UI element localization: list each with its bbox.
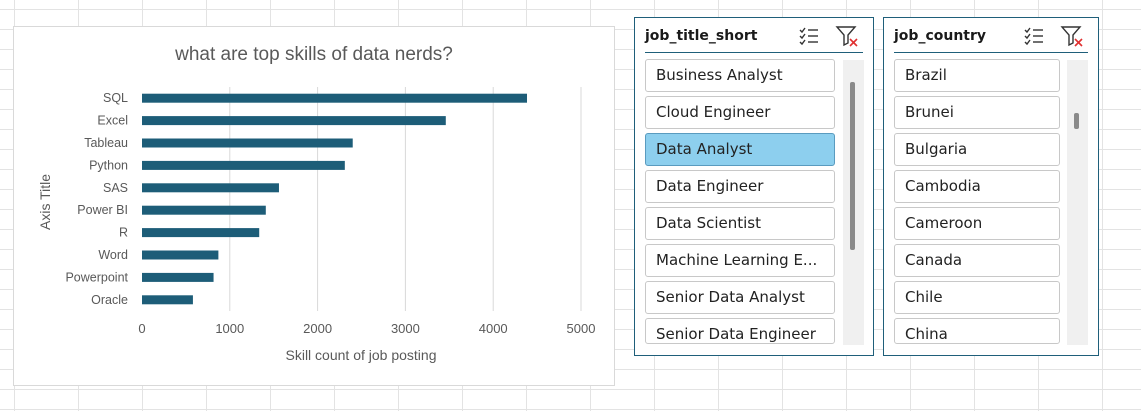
category-label: Python — [89, 158, 128, 172]
multi-select-icon[interactable] — [1022, 24, 1046, 48]
slicer-header: job_country — [894, 18, 1088, 53]
slicer-title: job_title_short — [645, 28, 758, 44]
x-tick-label: 2000 — [303, 321, 332, 336]
job-country-slicer[interactable]: job_country Brazil Brunei Bulgaria Cambo… — [883, 17, 1099, 356]
chart-title: what are top skills of data nerds? — [174, 44, 453, 65]
slicer-item-bulgaria[interactable]: Bulgaria — [894, 133, 1060, 166]
clear-filter-icon[interactable] — [835, 24, 859, 48]
slicer-item-china[interactable]: China — [894, 318, 1060, 344]
category-label: Powerpoint — [65, 270, 128, 284]
slicer-item-cameroon[interactable]: Cameroon — [894, 207, 1060, 240]
category-labels: SQL Excel Tableau Python SAS Power BI R Word Pow… — [65, 91, 128, 307]
x-tick-labels: 0 1000 2000 3000 4000 5000 — [138, 321, 595, 336]
x-axis-title: Skill count of job posting — [286, 347, 437, 363]
category-label: Excel — [97, 114, 128, 128]
slicer-items: Business Analyst Cloud Engineer Data Ana… — [645, 59, 835, 344]
category-label: Power BI — [77, 203, 128, 217]
slicer-title: job_country — [894, 28, 987, 44]
slicer-item-cloud-engineer[interactable]: Cloud Engineer — [645, 96, 835, 129]
x-tick-label: 1000 — [215, 321, 244, 336]
slicer-item-brazil[interactable]: Brazil — [894, 59, 1060, 92]
bars — [142, 93, 528, 305]
chart-area[interactable]: what are top skills of data nerds? SQL Ex… — [13, 26, 615, 386]
slicer-item-data-analyst[interactable]: Data Analyst — [645, 133, 835, 166]
slicer-scrollbar[interactable] — [843, 60, 864, 345]
y-axis-title: Axis Title — [37, 174, 53, 230]
category-label: Oracle — [91, 293, 128, 307]
slicer-item-data-scientist[interactable]: Data Scientist — [645, 207, 835, 240]
slicer-item-canada[interactable]: Canada — [894, 244, 1060, 277]
bar[interactable] — [142, 228, 260, 238]
bar[interactable] — [142, 116, 446, 126]
x-tick-label: 5000 — [567, 321, 596, 336]
bar-chart: what are top skills of data nerds? SQL Ex… — [37, 44, 595, 363]
category-label: SAS — [103, 181, 128, 195]
category-label: R — [119, 226, 128, 240]
clear-filter-icon[interactable] — [1060, 24, 1084, 48]
slicer-item-business-analyst[interactable]: Business Analyst — [645, 59, 835, 92]
slicer-item-cambodia[interactable]: Cambodia — [894, 170, 1060, 203]
scroll-thumb[interactable] — [850, 82, 855, 250]
x-tick-label: 3000 — [391, 321, 420, 336]
bar[interactable] — [142, 138, 353, 148]
bar[interactable] — [142, 205, 266, 215]
slicer-item-machine-learning-engineer[interactable]: Machine Learning E... — [645, 244, 835, 277]
bar[interactable] — [142, 250, 219, 260]
bar[interactable] — [142, 183, 279, 193]
bar[interactable] — [142, 295, 193, 305]
slicer-item-brunei[interactable]: Brunei — [894, 96, 1060, 129]
scroll-thumb[interactable] — [1074, 113, 1079, 129]
slicer-item-senior-data-analyst[interactable]: Senior Data Analyst — [645, 281, 835, 314]
slicer-header: job_title_short — [645, 18, 863, 53]
slicer-item-senior-data-engineer[interactable]: Senior Data Engineer — [645, 318, 835, 344]
bar[interactable] — [142, 93, 528, 103]
category-label: SQL — [103, 91, 128, 105]
x-tick-label: 4000 — [479, 321, 508, 336]
slicer-items: Brazil Brunei Bulgaria Cambodia Cameroon… — [894, 59, 1060, 344]
category-label: Word — [98, 248, 128, 262]
slicer-scrollbar[interactable] — [1067, 60, 1088, 345]
slicer-item-chile[interactable]: Chile — [894, 281, 1060, 314]
bar[interactable] — [142, 160, 345, 170]
bar[interactable] — [142, 272, 214, 282]
x-tick-label: 0 — [138, 321, 145, 336]
slicer-item-data-engineer[interactable]: Data Engineer — [645, 170, 835, 203]
category-label: Tableau — [84, 136, 128, 150]
multi-select-icon[interactable] — [797, 24, 821, 48]
job-title-slicer[interactable]: job_title_short Business Analyst Cloud E… — [634, 17, 874, 356]
